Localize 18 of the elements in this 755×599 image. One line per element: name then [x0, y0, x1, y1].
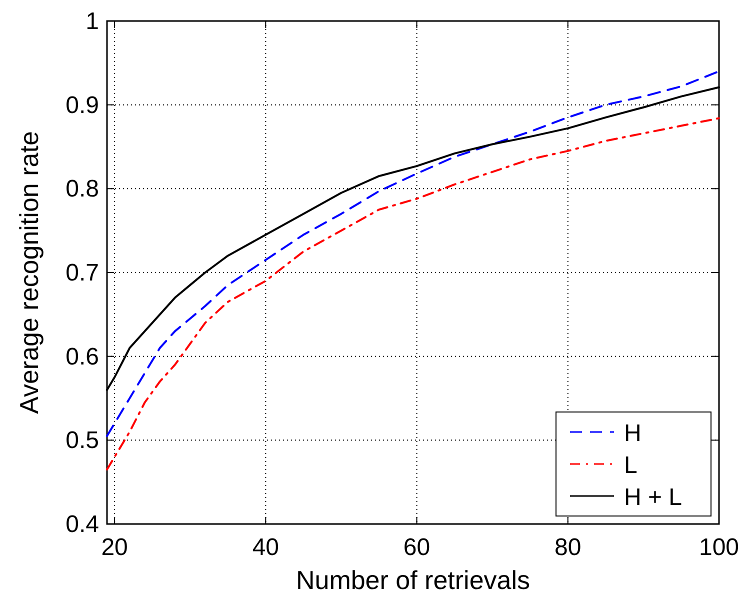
y-tick-label: 0.8 [66, 176, 99, 203]
y-tick-label: 0.6 [66, 343, 99, 370]
y-tick-label: 0.9 [66, 92, 99, 119]
legend-label: H + L [624, 484, 682, 511]
x-axis-title: Number of retrievals [296, 565, 530, 595]
y-tick-label: 0.7 [66, 260, 99, 286]
x-tick-label: 40 [252, 534, 280, 561]
legend-label: L [624, 452, 638, 479]
legend-label: H [624, 420, 642, 447]
x-tick-label: 100 [698, 534, 740, 561]
x-tick-label: 60 [403, 534, 430, 561]
x-tick-label: 80 [554, 534, 582, 561]
y-tick-label: 0.5 [66, 427, 99, 454]
y-tick-label: 0.4 [66, 511, 99, 538]
line-series [106, 117, 720, 471]
y-axis-title: Average recognition rate [14, 131, 44, 414]
x-tick-label: 20 [101, 534, 128, 561]
y-tick-label: 1 [86, 8, 99, 35]
